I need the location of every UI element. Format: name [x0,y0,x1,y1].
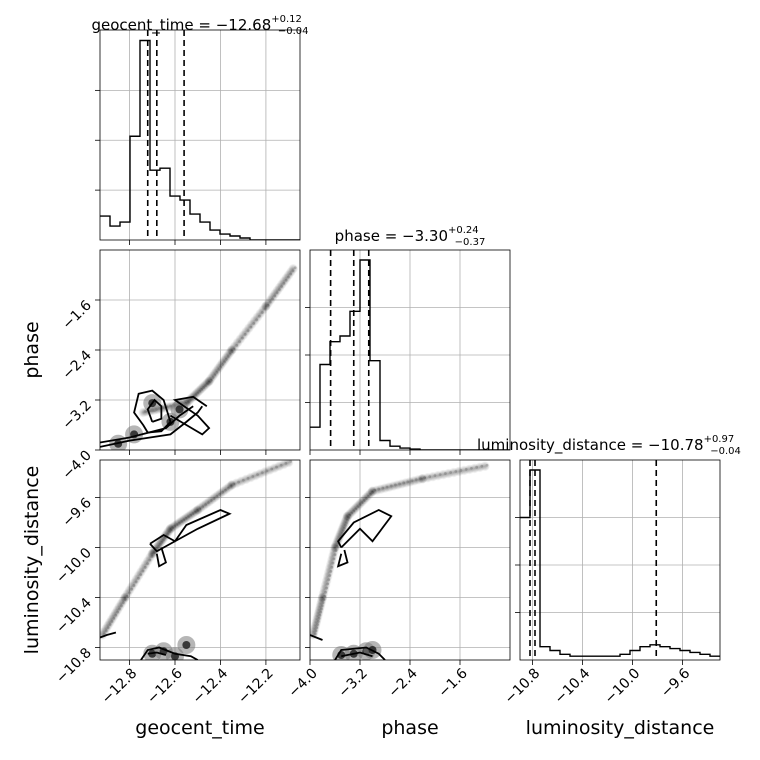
y-tick-label: −10.4 [53,595,95,637]
histogram-geocent_time [100,30,300,240]
contour-line [100,405,204,448]
x-tick-label: −12.6 [144,665,186,707]
x-axis-label-geocent-time: geocent_time [135,717,264,739]
histogram-step [520,469,720,657]
x-axis-label-phase: phase [381,717,438,739]
x-tick-label: −4.0 [285,666,320,701]
panel-frame-geocent_time [99,29,301,241]
y-tick-label: −10.0 [53,545,95,587]
panel-frame-geocent_time-luminosity_distance [99,459,301,661]
scatter-point [480,461,490,472]
density-peak [182,641,191,649]
y-tick-label: −3.2 [59,398,94,433]
contour-line [149,509,232,553]
y-axis-label-phase: phase [21,321,43,378]
x-tick-label: −12.4 [190,665,232,707]
contour-line [169,395,211,436]
panel-phase-vs-luminosity_distance [310,460,510,660]
contour-line [336,549,349,568]
x-tick-label: −3.2 [335,666,370,701]
x-tick-label: −10.4 [552,665,594,707]
x-tick-label: −10.8 [502,666,544,708]
contour-line [100,405,194,444]
histogram-step [100,39,300,240]
contour-line [146,398,163,423]
x-tick-label: −1.6 [435,665,470,700]
x-tick-label: −10.0 [602,666,644,708]
histogram-phase [310,250,510,450]
contour-line [310,634,323,641]
histogram-step [310,259,510,450]
y-axis-label-luminosity-distance: luminosity_distance [21,466,43,655]
y-tick-label: −10.8 [53,645,95,687]
title-geocent-time: geocent_time = −12.68+0.12 −0.04 [91,14,308,37]
x-tick-label: −2.4 [385,665,420,700]
contour-line [100,631,117,639]
contour-line [155,547,167,568]
x-tick-label: −9.6 [658,665,693,700]
contour-line [147,651,167,656]
y-tick-label: −9.6 [59,495,94,530]
contour-line [140,646,199,660]
density-peak [175,405,184,414]
histogram-luminosity_distance [520,460,720,660]
contour-line [334,646,386,660]
panel-frame-luminosity_distance [519,459,721,661]
y-tick-label: −1.6 [59,297,94,332]
x-tick-label: −12.8 [99,666,141,708]
contour-line [337,508,393,549]
x-axis-label-luminosity-distance: luminosity_distance [526,717,715,739]
title-phase: phase = −3.30+0.24 −0.37 [335,225,486,248]
scatter-point [288,263,299,274]
contour-line [341,651,373,658]
y-tick-label: −4.0 [59,448,94,483]
title-luminosity-distance: luminosity_distance = −10.78+0.97 −0.04 [477,434,741,457]
scatter-point [293,266,297,270]
x-tick-label: −12.2 [235,666,277,708]
scatter-point [283,460,294,468]
y-tick-label: −2.4 [59,347,94,382]
panel-geocent_time-vs-phase [100,250,300,450]
scatter-point [485,463,489,467]
panel-geocent_time-vs-luminosity_distance [100,460,300,660]
scatter-point [289,460,293,463]
